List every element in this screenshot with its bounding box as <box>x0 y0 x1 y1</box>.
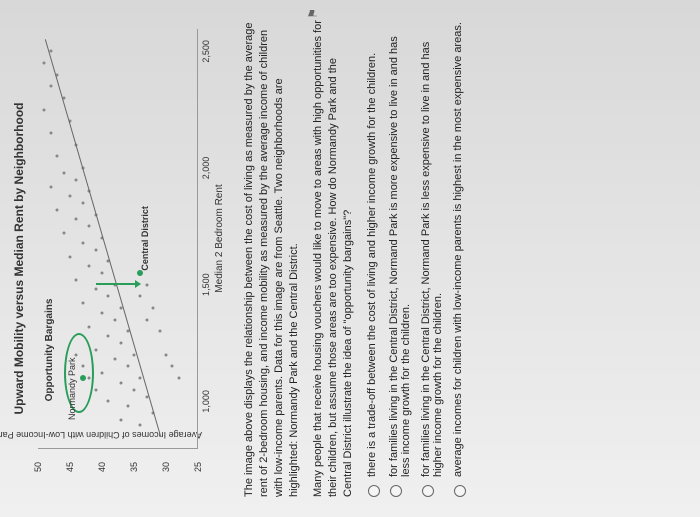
x-tick: 1,500 <box>201 273 211 296</box>
data-point <box>43 108 46 111</box>
data-point <box>101 272 104 275</box>
data-point <box>107 295 110 298</box>
data-point <box>56 209 59 212</box>
y-tick: 40 <box>97 462 107 472</box>
data-point <box>49 185 52 188</box>
annotation-central: Central District <box>140 206 150 271</box>
data-point <box>75 279 78 282</box>
y-tick: 50 <box>33 462 43 472</box>
data-point <box>133 388 136 391</box>
data-point <box>94 349 97 352</box>
x-axis-label: Median 2 Bedroom Rent <box>214 184 225 292</box>
option-b-text: for families living in the Central Distr… <box>388 20 412 477</box>
data-point <box>62 232 65 235</box>
data-point <box>145 283 148 286</box>
data-point <box>165 353 168 356</box>
data-point <box>158 330 161 333</box>
option-d-text: average incomes for children with low-in… <box>452 22 464 477</box>
data-point <box>49 85 52 88</box>
data-point <box>177 377 180 380</box>
data-point <box>81 202 84 205</box>
data-point <box>139 295 142 298</box>
y-tick: 35 <box>129 462 139 472</box>
radio-icon <box>454 485 466 497</box>
data-point <box>107 335 110 338</box>
option-b[interactable]: for families living in the Central Distr… <box>388 20 412 497</box>
data-point <box>101 372 104 375</box>
option-a-text: there is a trade-off between the cost of… <box>366 53 378 477</box>
data-point <box>62 171 65 174</box>
data-point <box>75 218 78 221</box>
paragraph-question: Many people that receive housing voucher… <box>311 20 356 497</box>
data-point <box>126 365 129 368</box>
data-point <box>145 318 148 321</box>
option-a[interactable]: there is a trade-off between the cost of… <box>366 20 380 497</box>
data-point <box>88 325 91 328</box>
data-point <box>81 302 84 305</box>
data-point <box>101 311 104 314</box>
data-point <box>69 255 72 258</box>
x-tick: 2,000 <box>201 157 211 180</box>
option-c[interactable]: for families living in the Central Distr… <box>420 20 444 497</box>
data-point <box>81 241 84 244</box>
chart-title: Upward Mobility versus Median Rent by Ne… <box>12 20 26 497</box>
data-point <box>120 419 123 422</box>
central-marker <box>137 270 143 276</box>
arrow <box>96 283 141 285</box>
y-tick: 25 <box>193 462 203 472</box>
data-point <box>120 342 123 345</box>
scatter-chart: Average Incomes of Children with Low-Inc… <box>32 17 232 497</box>
data-point <box>113 358 116 361</box>
data-point <box>94 288 97 291</box>
data-point <box>139 423 142 426</box>
data-point <box>56 155 59 158</box>
annotation-opportunity: Opportunity Bargains <box>44 299 55 402</box>
option-c-text: for families living in the Central Distr… <box>420 20 444 477</box>
data-point <box>88 265 91 268</box>
data-point <box>88 225 91 228</box>
y-tick: 30 <box>161 462 171 472</box>
plot-area: Median 2 Bedroom Rent 2530354045501,0001… <box>38 29 198 449</box>
data-point <box>139 377 142 380</box>
radio-icon <box>368 485 380 497</box>
data-point <box>49 132 52 135</box>
option-d[interactable]: average incomes for children with low-in… <box>452 20 466 497</box>
data-point <box>171 365 174 368</box>
data-point <box>94 248 97 251</box>
data-point <box>113 318 116 321</box>
paragraph-context: The image above displays the relationshi… <box>242 20 301 497</box>
data-point <box>94 388 97 391</box>
data-point <box>152 307 155 310</box>
data-point <box>43 62 46 65</box>
x-tick: 2,500 <box>201 40 211 63</box>
data-point <box>75 178 78 181</box>
data-point <box>69 195 72 198</box>
x-tick: 1,000 <box>201 390 211 413</box>
data-point <box>107 400 110 403</box>
normandy-marker <box>80 375 86 381</box>
flag-icon[interactable]: ⚑ <box>306 8 320 19</box>
data-point <box>133 353 136 356</box>
annotation-normandy: Normandy Park <box>67 357 77 420</box>
data-point <box>126 405 129 408</box>
radio-icon <box>390 485 402 497</box>
radio-icon <box>422 485 434 497</box>
data-point <box>120 381 123 384</box>
y-tick: 45 <box>65 462 75 472</box>
